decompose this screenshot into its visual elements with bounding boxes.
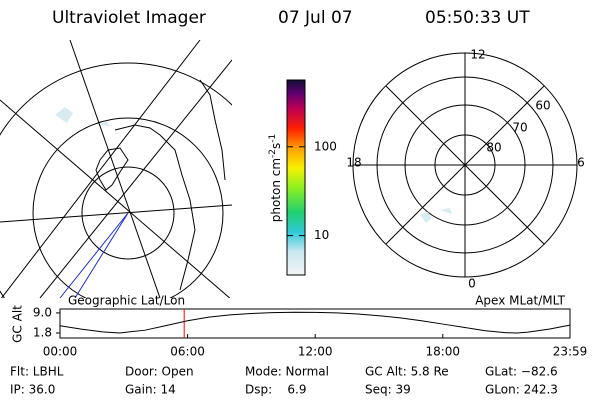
colorbar-ticks: 100 10	[287, 139, 337, 242]
plot-frame	[59, 308, 571, 339]
y-tick-label: 9.0	[33, 305, 52, 319]
y-label: GC Alt	[11, 305, 25, 343]
map-label: Geographic Lat/Lon	[68, 294, 185, 308]
x-tick-label: 06:00	[170, 345, 205, 359]
x-tick-label: 00:00	[43, 345, 78, 359]
polar-label: 70	[512, 121, 527, 135]
cb-unit: s	[269, 143, 283, 149]
colorbar-tick-label: 10	[314, 228, 329, 242]
title: Ultraviolet Imager	[52, 8, 206, 28]
status-field: Mode: Normal	[245, 365, 329, 379]
geo-map	[0, 40, 232, 298]
date: 07 Jul 07	[278, 8, 353, 28]
status-field: GLat: −82.6	[485, 365, 558, 379]
colorbar-title: photon cm-2s-1	[268, 134, 283, 223]
status-field: Dsp: 6.9	[245, 383, 307, 397]
colorbar	[286, 79, 306, 276]
colorbar-tick-label: 100	[314, 139, 337, 153]
altitude-line	[59, 311, 571, 334]
cb-exp: -2	[268, 149, 278, 158]
status-field: GC Alt: 5.8 Re	[365, 365, 449, 379]
cb-label: photon cm	[269, 158, 283, 222]
time: 05:50:33 UT	[425, 8, 530, 28]
polar-label: 18	[346, 156, 361, 170]
altitude-plot: 9.0 1.8 00:00 06:00 12:00 18:00 23:59	[33, 305, 587, 358]
polar-label: 80	[486, 141, 501, 155]
status-field: Door: Open	[125, 365, 194, 379]
footer: Flt: LBHL Door: Open Mode: Normal GC Alt: 5…	[10, 365, 558, 397]
x-tick-label: 18:00	[425, 345, 460, 359]
x-tick-label: 23:59	[553, 345, 588, 359]
polar-label: 6	[577, 156, 585, 170]
status-field: Gain: 14	[125, 383, 176, 397]
status-field: Flt: LBHL	[10, 365, 64, 379]
status-field: Seq: 39	[365, 383, 411, 397]
polar-label: 0	[468, 277, 476, 291]
polar-label: 12	[470, 48, 485, 62]
y-tick-label: 1.8	[33, 325, 52, 339]
status-field: GLon: 242.3	[485, 383, 558, 397]
status-field: IP: 36.0	[10, 383, 55, 397]
cb-exp: -1	[268, 134, 278, 143]
x-tick-label: 12:00	[298, 345, 333, 359]
polar-grid	[352, 52, 578, 278]
polar-label: 60	[535, 99, 550, 113]
map-label: Apex MLat/MLT	[475, 294, 565, 308]
